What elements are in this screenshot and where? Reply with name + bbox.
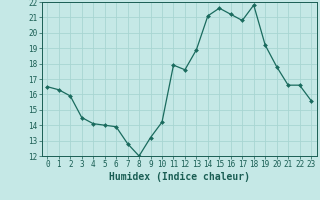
X-axis label: Humidex (Indice chaleur): Humidex (Indice chaleur) [109, 172, 250, 182]
